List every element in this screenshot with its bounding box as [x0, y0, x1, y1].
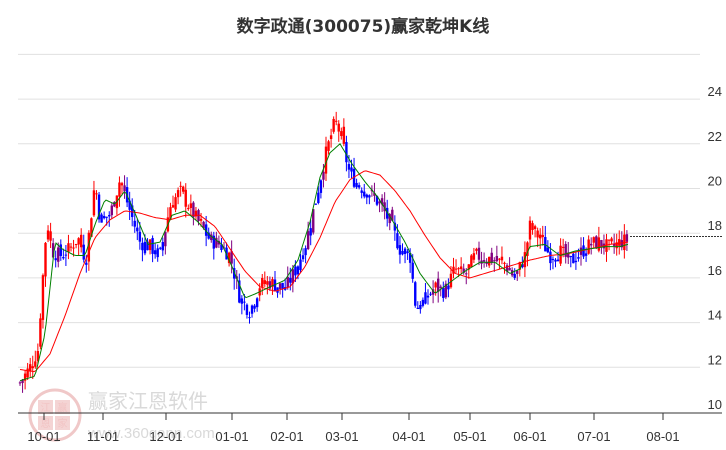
- x-tick-label: 02-01: [270, 429, 303, 444]
- x-tick-label: 06-01: [513, 429, 546, 444]
- watermark-logo-char: 家: [58, 417, 68, 430]
- y-tick-label: 24: [708, 84, 722, 99]
- y-axis: 10 12 14 16 18 20 22 24: [708, 84, 722, 412]
- x-tick-label: 12-01: [149, 429, 182, 444]
- ma-long-line: [19, 170, 629, 373]
- y-tick-label: 22: [708, 129, 722, 144]
- y-tick-label: 14: [708, 308, 722, 323]
- y-tick-label: 10: [708, 397, 722, 412]
- x-tick-label: 07-01: [577, 429, 610, 444]
- x-tick-label: 10-01: [27, 429, 60, 444]
- x-tick-label: 04-01: [392, 429, 425, 444]
- watermark-url: www.360gann.com: [87, 425, 215, 442]
- y-tick-label: 12: [708, 352, 722, 367]
- watermark-logo-char: 江: [41, 402, 51, 414]
- watermark-logo-char: 赢: [58, 401, 68, 414]
- x-tick-label: 05-01: [453, 429, 486, 444]
- x-tick-label: 11-01: [87, 429, 119, 444]
- watermark-logo-icon: [28, 388, 82, 442]
- candlesticks: [18, 111, 629, 393]
- chart-title: 数字政通(300075)赢家乾坤K线: [236, 17, 490, 37]
- x-tick-label: 03-01: [325, 429, 358, 444]
- y-tick-label: 16: [708, 263, 722, 278]
- x-tick-label: 08-01: [646, 429, 679, 444]
- y-tick-label: 18: [708, 218, 722, 233]
- x-axis: 10-01 11-01 12-01 01-01 02-01 03-01 04-01 05-01…: [18, 412, 722, 444]
- grid-lines: [18, 53, 700, 368]
- watermark-logo-char: 恩: [41, 418, 51, 430]
- watermark-brand: 赢家江恩软件: [88, 389, 208, 413]
- ma-short-line: [19, 143, 629, 382]
- watermark: 赢家江恩软件 www.360gann.com 江赢恩家: [28, 388, 215, 442]
- y-tick-label: 20: [708, 174, 722, 189]
- x-tick-label: 01-01: [215, 429, 248, 444]
